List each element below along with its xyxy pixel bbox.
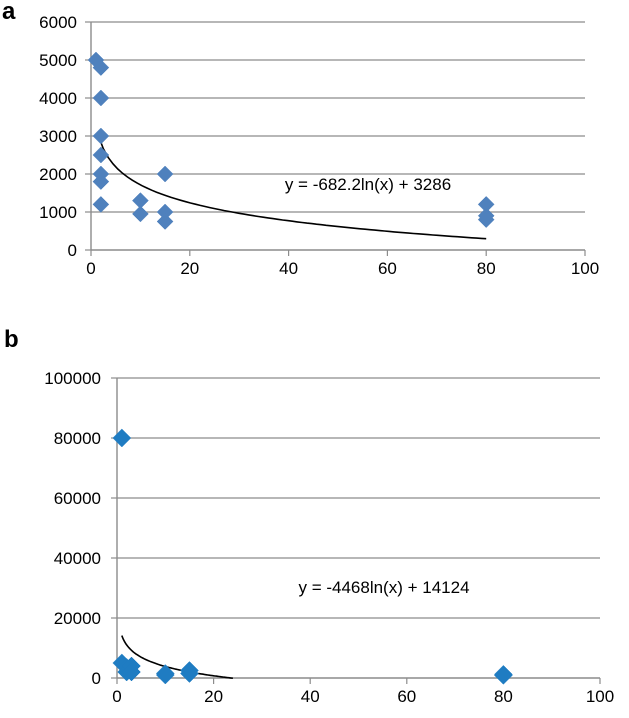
x-tick-label: 40 (279, 259, 298, 278)
data-point-marker (92, 146, 110, 164)
x-tick-label: 20 (180, 259, 199, 278)
y-tick-label: 5000 (39, 51, 77, 70)
x-tick-label: 20 (204, 687, 223, 706)
x-tick-label: 80 (494, 687, 513, 706)
trendline (97, 135, 487, 240)
panel-b-label: b (4, 326, 19, 353)
chart-b: 0 20 40 60 80 100 0 20000 40000 60000 80000 100000 y… (44, 369, 614, 706)
y-tick-label: 80000 (54, 429, 101, 448)
y-tick-label: 1000 (39, 203, 77, 222)
trendline-equation-label: y = -4468ln(x) + 14124 (298, 578, 469, 597)
data-point-marker (156, 165, 174, 183)
y-tick-label: 2000 (39, 165, 77, 184)
data-point-marker (92, 127, 110, 145)
y-tick-label: 0 (92, 669, 101, 688)
x-tick-label: 0 (86, 259, 95, 278)
data-point-marker (477, 211, 495, 228)
data-point-marker (92, 173, 110, 190)
x-tick-label: 40 (301, 687, 320, 706)
data-point-marker (494, 665, 513, 685)
data-point-marker (132, 205, 149, 223)
y-tick-label: 20000 (54, 609, 101, 628)
data-point-marker (156, 213, 174, 230)
y-tick-label: 100000 (44, 369, 101, 388)
data-point-marker (155, 665, 175, 685)
data-point-marker (92, 196, 110, 213)
data-point-marker (122, 662, 141, 682)
y-tick-label: 40000 (54, 549, 101, 568)
y-tick-label: 4000 (39, 89, 77, 108)
x-tick-label: 100 (586, 687, 614, 706)
x-tick-label: 100 (571, 259, 599, 278)
data-point-marker (112, 428, 132, 448)
data-point-marker (92, 89, 110, 107)
panel-a-label: a (2, 0, 16, 25)
y-tick-label: 6000 (39, 13, 77, 32)
y-tick-label: 0 (68, 241, 77, 260)
x-tick-label: 60 (378, 259, 397, 278)
y-tick-label: 60000 (54, 489, 101, 508)
trendline-equation-label: y = -682.2ln(x) + 3286 (285, 175, 451, 194)
trendline (121, 635, 233, 679)
x-tick-label: 60 (397, 687, 416, 706)
data-point-marker (180, 664, 199, 683)
data-point-marker (92, 59, 110, 76)
y-tick-label: 3000 (39, 127, 77, 146)
x-tick-label: 0 (112, 687, 121, 706)
x-tick-label: 80 (477, 259, 496, 278)
